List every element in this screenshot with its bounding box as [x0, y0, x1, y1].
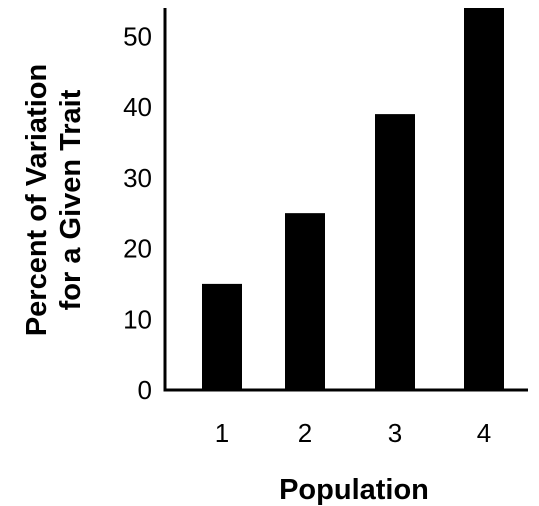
- x-tick-label: 1: [215, 418, 229, 448]
- x-tick-label: 3: [388, 418, 402, 448]
- x-axis-title: Population: [279, 474, 429, 506]
- y-tick-label: 20: [123, 234, 152, 264]
- x-tick-label: 4: [477, 418, 491, 448]
- y-axis-title-line-2: for a Given Trait: [55, 89, 87, 310]
- x-tick-labels: 1 2 3 4: [215, 418, 491, 448]
- y-tick-label: 0: [138, 375, 152, 405]
- y-tick-label: 40: [123, 92, 152, 122]
- bars-group: [202, 8, 504, 390]
- bar-population-1: [202, 283, 242, 390]
- y-tick-label: 50: [123, 21, 152, 51]
- y-tick-labels: 0 10 20 30 40 50: [123, 21, 152, 405]
- y-axis-title: Percent of Variation for a Given Trait: [21, 64, 87, 336]
- y-tick-label: 30: [123, 163, 152, 193]
- bar-population-2: [285, 213, 325, 390]
- x-tick-label: 2: [298, 418, 312, 448]
- bar-population-3: [375, 114, 415, 390]
- y-tick-label: 10: [123, 304, 152, 334]
- y-axis-title-line-1: Percent of Variation: [21, 64, 53, 336]
- bar-population-4: [464, 8, 504, 390]
